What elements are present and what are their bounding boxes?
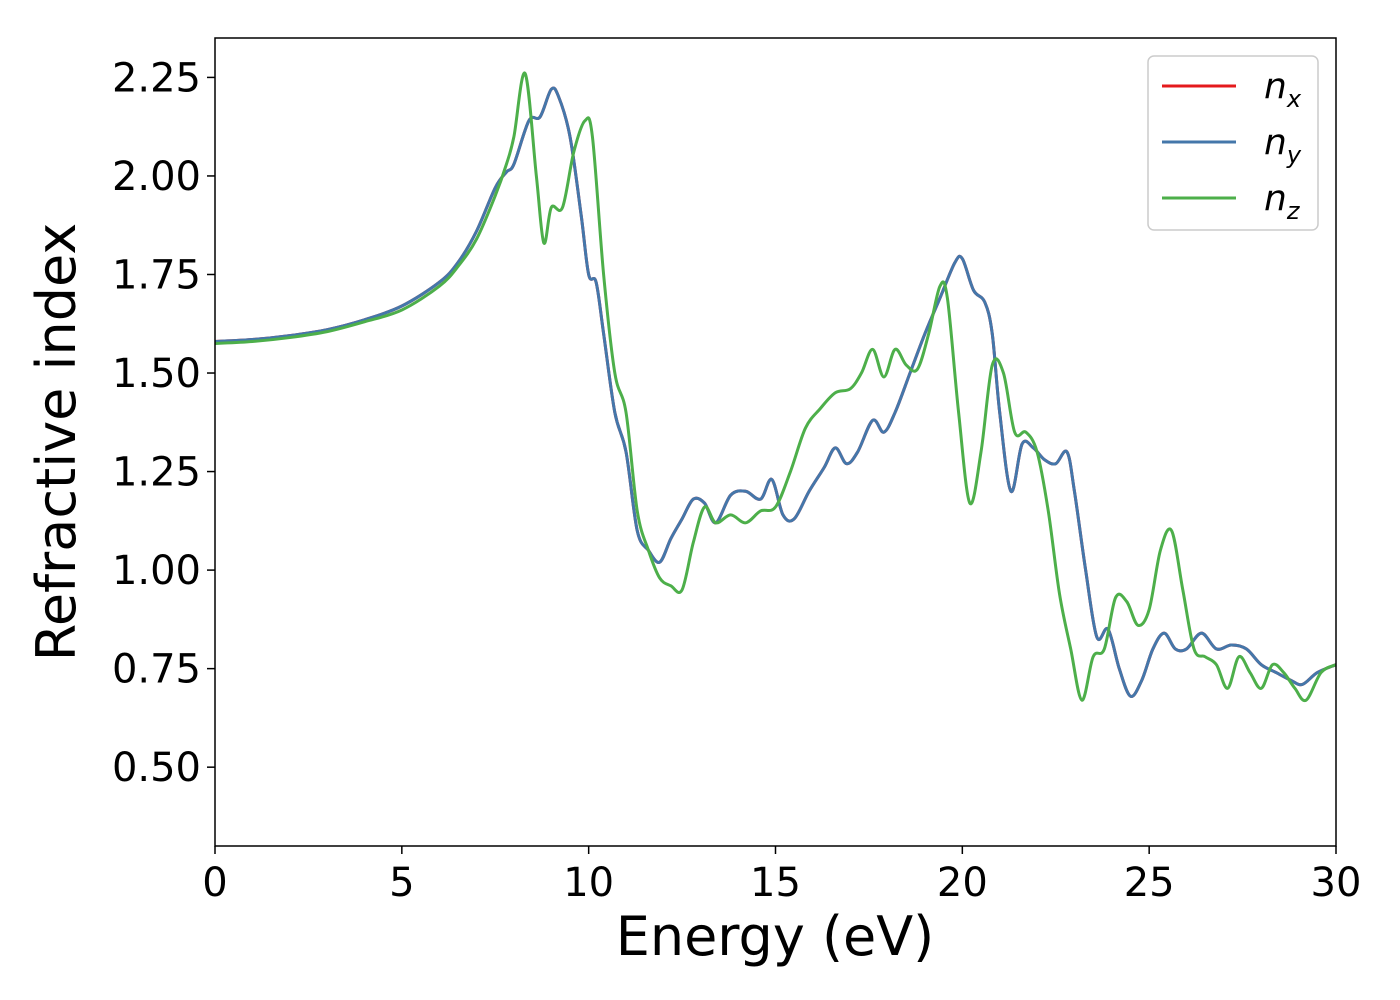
x-tick-label: 15 [750, 860, 801, 906]
series-line-z [214, 71, 1337, 703]
x-axis-ticks: 0 5 10 15 20 25 30 [202, 846, 1361, 906]
y-axis-label: Refractive index [25, 223, 88, 662]
legend-label-x: nx [1264, 66, 1302, 113]
legend: nx ny nz [1147, 55, 1319, 231]
x-axis-label: Energy (eV) [616, 905, 935, 968]
y-tick-label: 1.50 [112, 351, 201, 397]
y-tick-label: 1.25 [112, 450, 201, 496]
x-tick-label: 20 [937, 860, 988, 906]
y-tick-label: 1.75 [112, 252, 201, 298]
y-tick-label: 0.75 [112, 647, 201, 693]
x-tick-label: 25 [1124, 860, 1175, 906]
legend-label-y: ny [1264, 122, 1302, 169]
x-tick-label: 30 [1311, 860, 1362, 906]
y-tick-label: 0.50 [112, 745, 201, 791]
legend-label-z: nz [1264, 178, 1301, 225]
y-axis-ticks: 0.50 0.75 1.00 1.25 1.50 1.75 2.00 2.25 [112, 55, 215, 791]
y-tick-label: 2.25 [112, 55, 201, 101]
y-tick-label: 1.00 [112, 548, 201, 594]
x-tick-label: 10 [563, 860, 614, 906]
series-line-y [214, 86, 1337, 698]
series-layer [214, 71, 1337, 703]
x-tick-label: 5 [389, 860, 414, 906]
x-tick-label: 0 [202, 860, 227, 906]
y-tick-label: 2.00 [112, 154, 201, 200]
